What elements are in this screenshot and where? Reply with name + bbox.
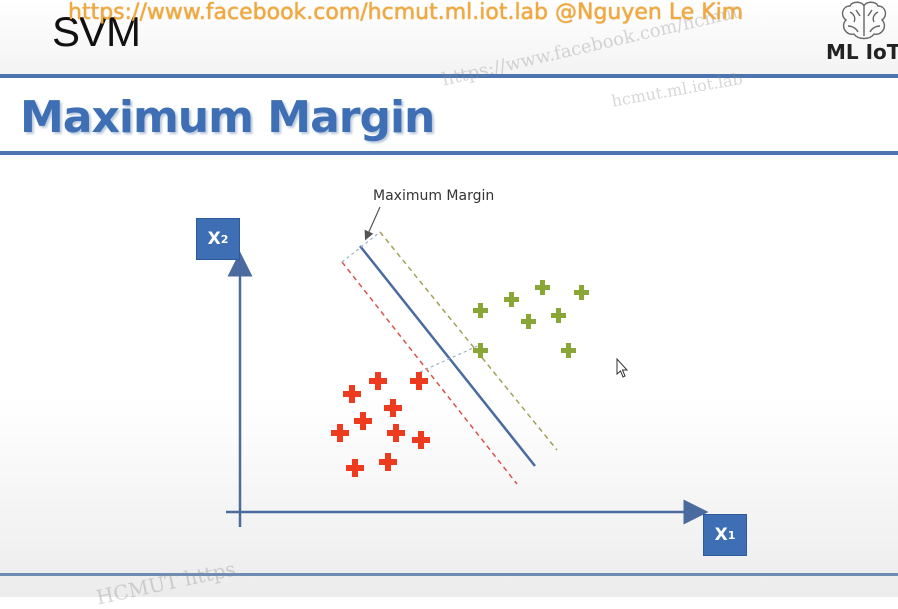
red-plus-point — [331, 424, 349, 442]
green-plus-point — [473, 303, 488, 318]
green-plus-point — [551, 308, 566, 323]
red-plus-point — [384, 399, 402, 417]
slide-background — [0, 155, 898, 597]
header-band — [0, 0, 898, 76]
optimal-hyperplane — [359, 245, 536, 467]
green-plus-point — [473, 343, 488, 358]
callout-pointer — [364, 206, 381, 241]
header-divider — [0, 74, 898, 78]
red-plus-point — [410, 372, 428, 390]
margin-width-connector — [341, 231, 381, 263]
x1-axis-letter: X — [714, 525, 728, 545]
red-plus-point — [379, 453, 397, 471]
x2-axis-letter: X — [207, 229, 221, 249]
title-divider — [0, 151, 898, 155]
red-plus-point — [343, 385, 361, 403]
red-plus-point — [412, 431, 430, 449]
margin-boundary-green — [379, 231, 558, 451]
margin-width-connector — [419, 343, 483, 373]
class-red-points — [331, 372, 430, 477]
slide-title: Maximum Margin — [20, 92, 435, 143]
margin-boundary-red — [341, 261, 518, 485]
green-plus-point — [504, 292, 519, 307]
green-plus-point — [561, 343, 576, 358]
green-plus-point — [521, 314, 536, 329]
green-plus-point — [574, 285, 589, 300]
red-plus-point — [346, 459, 364, 477]
brain-icon — [841, 1, 887, 40]
ml-iot-logo: ML IoT — [822, 0, 898, 72]
red-plus-point — [369, 372, 387, 390]
red-plus-point — [354, 412, 372, 430]
logo-text: ML IoT — [826, 40, 898, 64]
red-plus-point — [387, 424, 405, 442]
maximum-margin-callout: Maximum Margin — [373, 188, 495, 204]
facebook-link-banner[interactable]: https://www.facebook.com/hcmut.ml.iot.la… — [68, 0, 744, 25]
class-green-points — [473, 280, 589, 358]
x1-axis-subscript: 1 — [727, 528, 736, 542]
mouse-pointer-icon — [616, 357, 629, 378]
footer-divider — [0, 573, 898, 576]
page-title: SVM — [52, 8, 141, 55]
green-plus-point — [535, 280, 550, 295]
x2-axis-subscript: 2 — [220, 232, 229, 246]
